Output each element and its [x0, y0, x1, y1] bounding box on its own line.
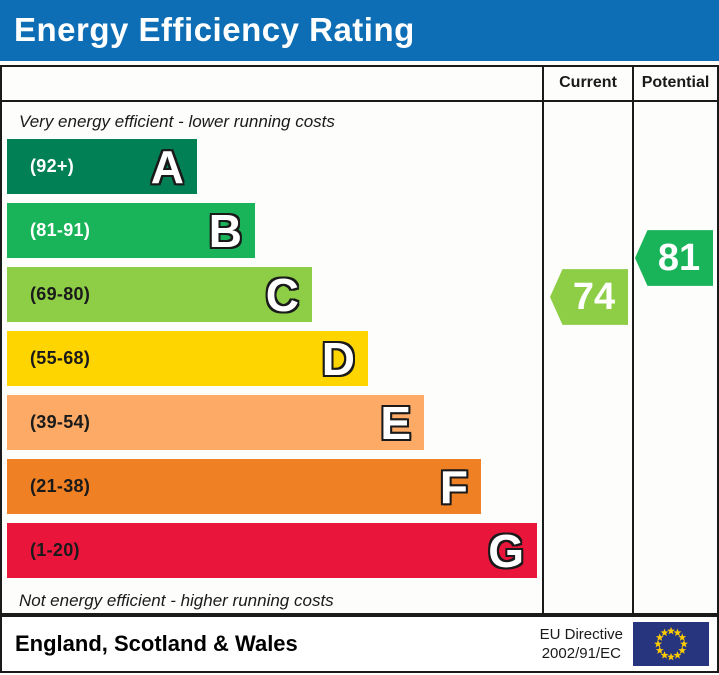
- band-range-label: (1-20): [30, 540, 80, 560]
- table-body-row: Very energy efficient - lower running co…: [2, 102, 717, 613]
- current-column-header: Current: [559, 74, 617, 91]
- page-title: Energy Efficiency Rating: [14, 11, 415, 48]
- eu-directive-label: EU Directive 2002/91/EC: [540, 625, 623, 663]
- band-G: (1-20) G: [7, 523, 537, 578]
- band-range-label: (81-91): [30, 220, 91, 240]
- bands: (92+) A (81-91) B (69-80) C (55-68) D (39-54) E (2…: [7, 139, 537, 587]
- band-letter: B: [208, 204, 242, 257]
- current-rating-arrow: 74: [550, 269, 628, 325]
- band-letter: A: [150, 140, 184, 193]
- potential-column-header: Potential: [641, 74, 710, 91]
- band-letter: C: [265, 268, 299, 321]
- band-F: (21-38) F: [7, 459, 481, 514]
- band-range-label: (55-68): [30, 348, 91, 368]
- band-letter: F: [439, 460, 468, 513]
- band-letter: E: [380, 396, 411, 449]
- band-A: (92+) A: [7, 139, 197, 194]
- band-letter: G: [488, 524, 524, 577]
- band-range-label: (69-80): [30, 284, 91, 304]
- header-cell-main: [2, 67, 542, 100]
- band-B: (81-91) B: [7, 203, 255, 258]
- header-cell-current: Current: [542, 67, 632, 100]
- table-header-row: Current Potential: [2, 67, 717, 102]
- bottom-caption: Not energy efficient - higher running co…: [19, 591, 334, 610]
- top-caption: Very energy efficient - lower running co…: [19, 112, 335, 131]
- footer-bar: England, Scotland & Wales EU Directive 2…: [0, 615, 719, 673]
- eu-directive-line2: 2002/91/EC: [541, 645, 621, 662]
- header-cell-potential: Potential: [632, 67, 717, 100]
- band-E: (39-54) E: [7, 395, 424, 450]
- band-D: (55-68) D: [7, 331, 368, 386]
- eu-flag-icon: [633, 622, 709, 666]
- energy-rating-table: Current Potential Very energy efficient …: [0, 65, 719, 615]
- band-letter: D: [321, 332, 355, 385]
- band-range-label: (21-38): [30, 476, 91, 496]
- potential-column-body: 81: [632, 102, 717, 613]
- band-range-label: (92+): [30, 156, 75, 176]
- current-column-body: 74: [542, 102, 632, 613]
- rating-scale-area: Very energy efficient - lower running co…: [2, 102, 542, 613]
- band-C: (69-80) C: [7, 267, 312, 322]
- band-range-label: (39-54): [30, 412, 91, 432]
- eu-directive-line1: EU Directive: [539, 626, 623, 643]
- region-label: England, Scotland & Wales: [15, 631, 298, 656]
- title-bar: Energy Efficiency Rating: [0, 0, 719, 61]
- potential-rating-arrow: 81: [635, 230, 713, 286]
